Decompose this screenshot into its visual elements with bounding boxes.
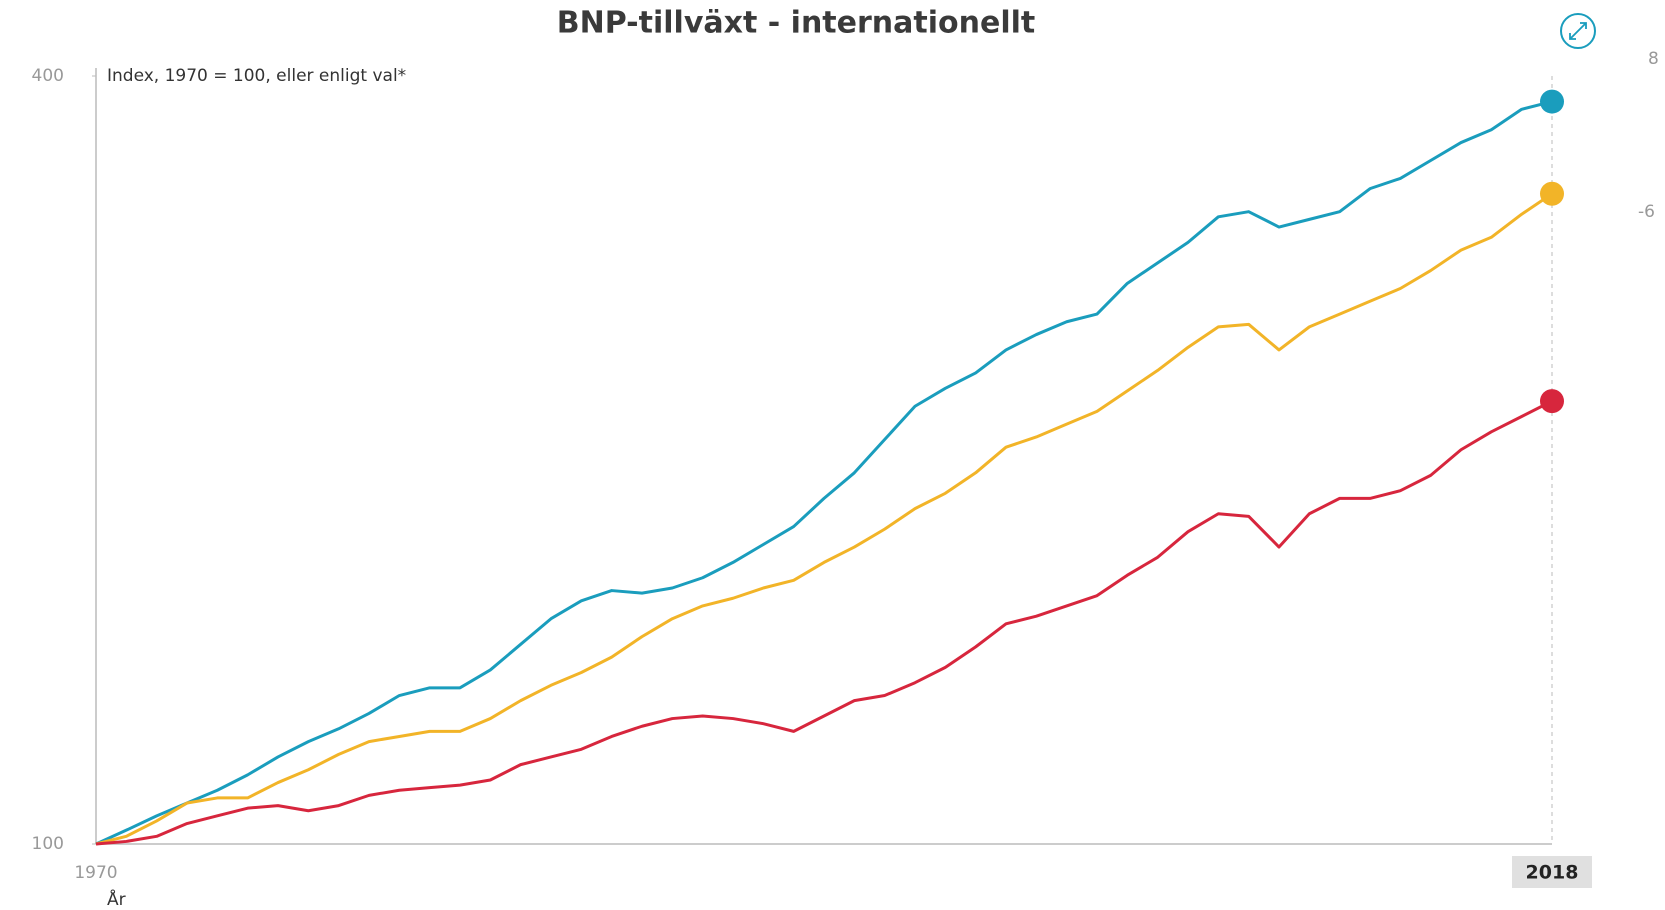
y-tick-label: 400	[32, 66, 64, 86]
x-tick-label: 2018	[1526, 862, 1579, 884]
series-line	[95, 100, 1553, 846]
expand-icon[interactable]	[1569, 22, 1587, 40]
end-marker	[1540, 89, 1564, 114]
x-highlight-box	[1512, 856, 1592, 888]
x-axis-label: År	[107, 888, 126, 910]
end-marker	[1540, 389, 1564, 414]
expand-button[interactable]	[1560, 13, 1596, 49]
y-tick-label: 100	[32, 834, 64, 854]
series-line	[95, 399, 1553, 846]
chart-title: BNP-tillväxt - internationellt	[557, 6, 1035, 41]
expand-circle[interactable]	[1560, 13, 1596, 49]
edge-label: 8	[1648, 49, 1659, 69]
end-marker	[1540, 181, 1564, 206]
subtitle: Index, 1970 = 100, eller enligt val*	[107, 66, 406, 86]
series-line	[95, 192, 1553, 846]
x-tick-label: 1970	[74, 863, 117, 883]
edge-label: -6	[1638, 202, 1655, 222]
